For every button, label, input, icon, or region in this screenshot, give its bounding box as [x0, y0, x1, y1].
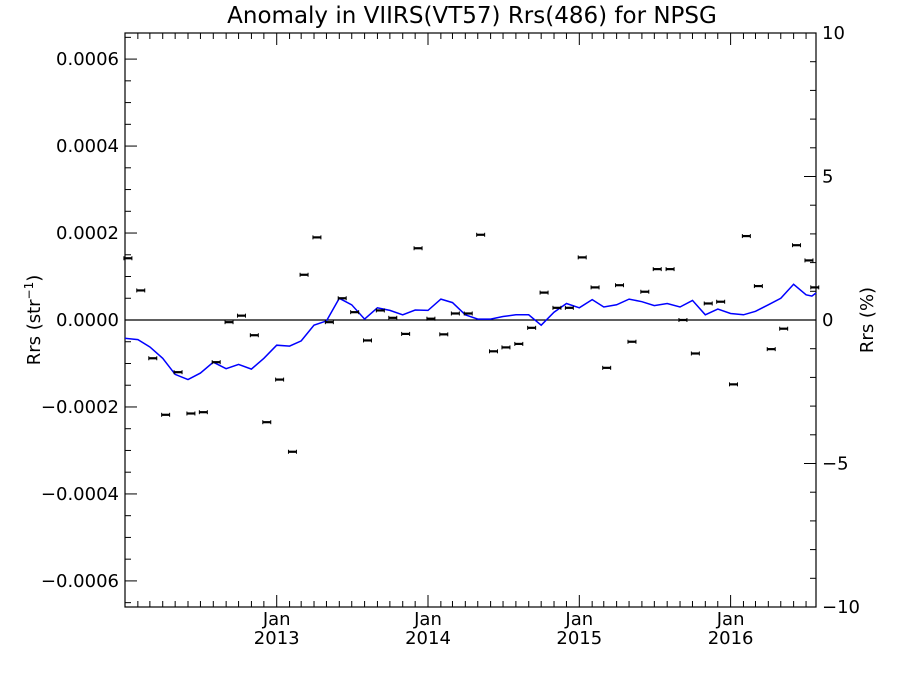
- data-point: [539, 290, 549, 295]
- data-point: [426, 316, 436, 321]
- data-point: [198, 410, 208, 415]
- chart-title: Anomaly in VIIRS(VT57) Rrs(486) for NPSG: [227, 3, 717, 29]
- data-point: [564, 305, 574, 310]
- y-right-tick-label: −10: [822, 597, 860, 618]
- y-left-tick-label: −0.0002: [41, 397, 119, 418]
- data-point: [690, 351, 700, 356]
- x-tick-label-month: Jan: [413, 609, 442, 630]
- y-right-tick-label: 0: [822, 310, 833, 331]
- y-left-tick-label: 0.0004: [56, 136, 119, 157]
- data-point: [729, 382, 739, 387]
- data-point: [753, 284, 763, 289]
- data-point: [766, 347, 776, 352]
- data-point: [136, 288, 146, 293]
- data-point: [615, 283, 625, 288]
- data-point: [413, 246, 423, 251]
- y-right-tick-label: 5: [822, 167, 833, 188]
- data-point: [602, 365, 612, 370]
- data-point: [375, 308, 385, 313]
- x-tick-label-month: Jan: [564, 609, 593, 630]
- anomaly-line: [124, 283, 817, 381]
- data-point: [450, 311, 460, 316]
- y-left-tick-label: 0.0002: [56, 223, 119, 244]
- x-tick-label-year: 2014: [405, 628, 451, 649]
- data-point: [741, 234, 751, 239]
- data-point: [275, 377, 285, 382]
- x-tick-label-year: 2016: [708, 628, 754, 649]
- data-point: [779, 326, 789, 331]
- data-point: [716, 299, 726, 304]
- data-point: [262, 420, 272, 425]
- right-y-axis-ticks: −10 −5 0 5 10: [804, 23, 860, 618]
- data-point: [362, 338, 372, 343]
- data-point: [577, 255, 587, 260]
- data-point: [552, 305, 562, 310]
- data-point: [350, 310, 360, 315]
- data-point: [287, 449, 297, 454]
- data-point: [401, 331, 411, 336]
- y-right-tick-label: 10: [822, 23, 845, 44]
- x-tick-label-year: 2015: [556, 628, 602, 649]
- data-point: [489, 349, 499, 354]
- data-point: [161, 412, 171, 417]
- data-point: [211, 360, 221, 365]
- y-left-tick-label: −0.0006: [41, 571, 119, 592]
- data-point: [527, 325, 537, 330]
- data-point: [439, 332, 449, 337]
- y-right-tick-label: −5: [822, 454, 849, 475]
- data-point: [792, 243, 802, 248]
- data-point: [652, 267, 662, 272]
- data-point: [804, 258, 814, 263]
- data-point: [324, 320, 334, 325]
- data-point: [678, 318, 688, 322]
- data-point: [123, 256, 133, 261]
- data-point: [627, 339, 637, 344]
- data-point: [810, 285, 820, 290]
- y-left-tick-label: 0.0000: [56, 310, 119, 331]
- data-point: [186, 411, 196, 416]
- y-left-tick-label: −0.0004: [41, 484, 119, 505]
- data-point: [236, 313, 246, 318]
- x-tick-label-month: Jan: [716, 609, 745, 630]
- data-point: [224, 320, 234, 325]
- data-point: [337, 296, 347, 301]
- blue-line-series: [124, 283, 817, 381]
- data-point: [463, 311, 473, 316]
- left-y-axis-ticks: −0.0006 −0.0004 −0.0002 0.0000 0.0002 0.0004 0…: [41, 36, 137, 604]
- data-point: [476, 232, 486, 237]
- data-point: [173, 370, 183, 375]
- data-point: [388, 315, 398, 320]
- data-point: [249, 333, 259, 338]
- data-point: [501, 345, 511, 350]
- data-point: [665, 267, 675, 272]
- x-tick-label-month: Jan: [262, 609, 291, 630]
- data-point: [299, 272, 309, 277]
- errorbar-points-series: [123, 232, 820, 454]
- x-tick-label-year: 2013: [254, 628, 300, 649]
- data-point: [590, 285, 600, 290]
- data-point: [514, 341, 524, 346]
- left-y-axis-label: Rrs (str−1): [22, 275, 45, 366]
- right-y-axis-label: Rrs (%): [857, 287, 878, 353]
- data-point: [703, 301, 713, 306]
- data-point: [640, 289, 650, 294]
- data-point: [148, 356, 158, 361]
- y-left-tick-label: 0.0006: [56, 49, 119, 70]
- data-point: [312, 235, 322, 240]
